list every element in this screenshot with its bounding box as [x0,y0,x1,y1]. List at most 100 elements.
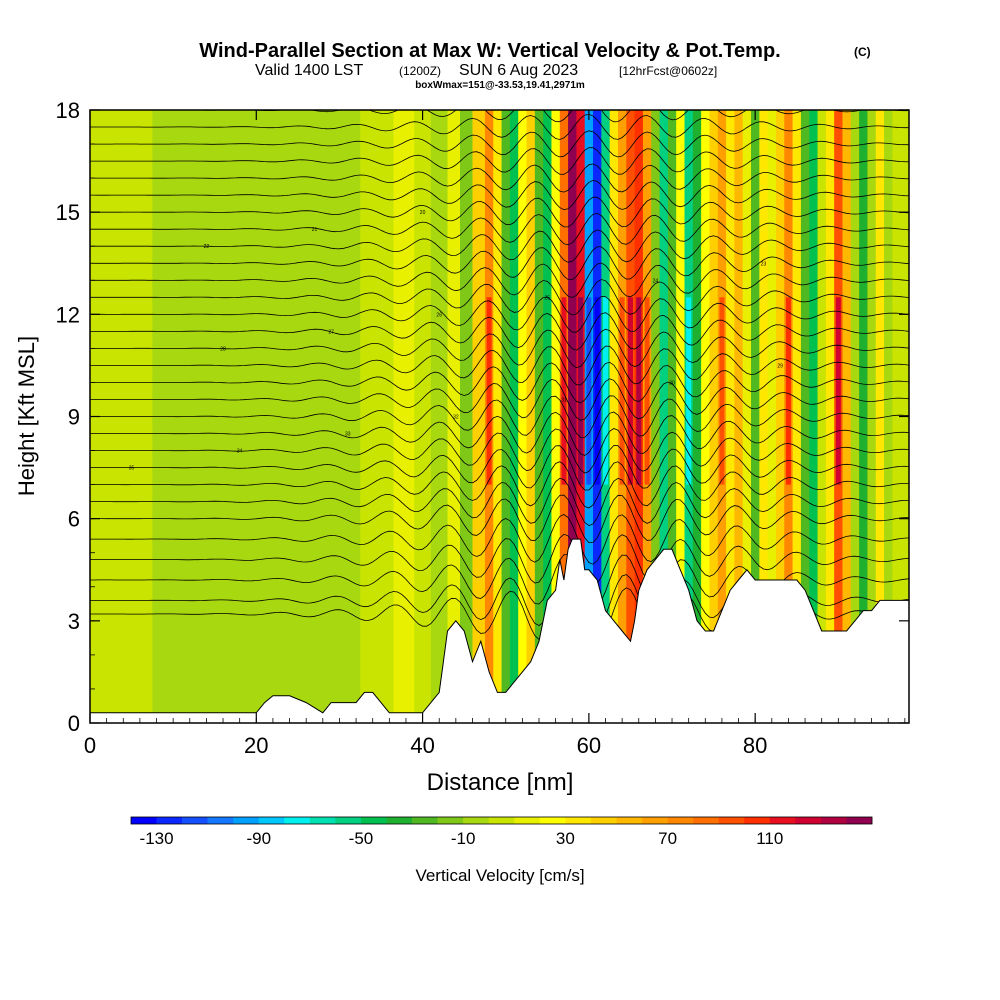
velocity-core [835,297,841,485]
isentrope-line [90,312,909,351]
velocity-core [627,297,633,485]
colorbar-swatch [156,817,183,824]
velocity-band [447,110,461,723]
velocity-band [751,110,760,723]
isentrope-line [90,428,909,474]
isentrope-label: 35 [129,466,135,472]
plot-area: 35 34 33 32 31 30 29 28 27 26 25 24 23 22 21 20 [90,110,909,723]
velocity-band [651,110,661,723]
y-tick-label: 6 [68,507,80,532]
isentrope-line [90,477,909,527]
velocity-core [561,297,567,485]
velocity-band [850,110,860,723]
isentrope-line [90,163,909,193]
isentrope-line [90,262,909,298]
isentrope-contours [90,110,909,642]
velocity-band [526,110,536,723]
isentrope-label: 20 [420,210,426,216]
forecast-run-label: [12hrFcst@0602z] [619,64,717,78]
velocity-band [892,110,904,723]
colorbar-swatch [539,817,566,824]
colorbar-tick-label: -130 [140,829,174,848]
colorbar-swatch [820,817,847,824]
isentrope-line [90,514,909,565]
isentrope-line [90,113,909,140]
y-tick-label: 18 [56,98,80,123]
isentrope-label: 26 [436,312,442,318]
valid-time-label: Valid 1400 LST [255,62,363,79]
velocity-band [667,110,677,723]
valid-date-label: SUN 6 Aug 2023 [459,62,578,79]
velocity-band [501,110,511,723]
y-axis-label: Height [Kft MSL] [14,336,39,496]
velocity-band [767,110,777,723]
isentrope-label: 21 [312,227,318,233]
x-tick-label: 80 [743,733,767,758]
isentrope-line [90,461,909,509]
isentrope-line [90,110,909,123]
velocity-band [277,110,320,723]
velocity-band [709,110,719,723]
velocity-band [509,110,519,723]
velocity-band [472,110,486,723]
isentrope-labels: 35 34 33 32 31 30 29 28 27 26 25 24 23 22 21 20 [129,210,783,471]
isentrope-label: 24 [653,278,659,284]
colorbar: -130 -90 -50 -10 30 70 110 [130,816,873,848]
velocity-band [775,110,785,723]
velocity-band [734,110,744,723]
isentrope-label: 32 [453,415,459,421]
colorbar-tick-label: -90 [246,829,271,848]
colorbar-swatch [795,817,822,824]
velocity-core [603,297,609,485]
velocity-core [569,297,575,485]
y-tick-label: 0 [68,711,80,736]
isentrope-line [90,328,909,369]
velocity-band [701,110,711,723]
velocity-band [318,110,361,723]
isentrope-line [90,179,909,211]
velocity-band [875,110,885,723]
colorbar-swatch [744,817,771,824]
box-wmax-label: boxWmax=151@-33.53,19.41,2971m [415,80,585,91]
velocity-band [609,110,619,723]
colorbar-swatch [488,817,515,824]
velocity-band [726,110,735,723]
velocity-band [842,110,852,723]
x-tick-label: 60 [577,733,601,758]
colorbar-swatch [846,817,873,824]
y-tick-label: 3 [68,609,80,634]
colorbar-swatch [258,817,285,824]
velocity-band [393,110,415,723]
colorbar-swatch [386,817,413,824]
colorbar-swatch [437,817,464,824]
velocity-core [594,297,600,485]
colorbar-swatch [769,817,796,824]
terrain-mask [90,538,909,723]
x-tick-label: 40 [410,733,434,758]
isentrope-line [90,345,909,386]
velocity-core [636,297,642,485]
colorbar-tick-label: 30 [556,829,575,848]
colorbar-tick-label: -50 [349,829,374,848]
colorbar-swatch [360,817,387,824]
colorbar-tick-label: 110 [756,829,783,848]
colorbar-swatch [131,817,157,824]
colorbar-swatch [565,817,592,824]
velocity-core [619,297,625,485]
colorbar-tick-label: 70 [658,829,677,848]
velocity-band [859,110,869,723]
velocity-band [742,110,752,723]
velocity-band [809,110,819,723]
isentrope-line [90,229,909,263]
y-axis: 0 3 6 9 12 15 18 [56,98,909,736]
velocity-band [692,110,702,723]
isentrope-label: 31 [561,397,567,403]
isentrope-line [90,395,909,438]
isentrope-line [90,212,909,246]
isentrope-line [90,246,909,281]
y-tick-label: 12 [56,302,80,327]
colorbar-swatch [642,817,668,824]
isentrope-line [90,296,909,333]
velocity-band [792,110,802,723]
